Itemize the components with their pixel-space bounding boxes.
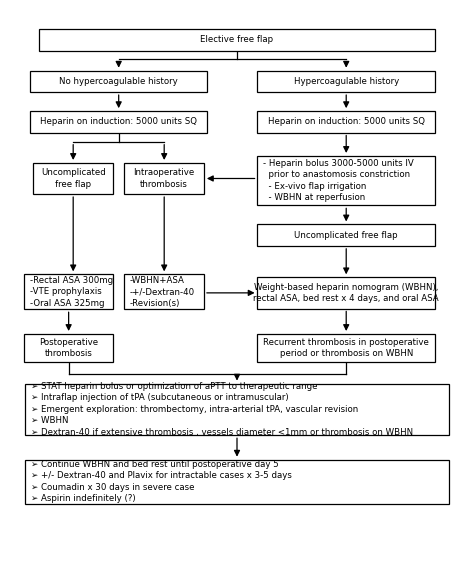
FancyBboxPatch shape [257, 224, 435, 246]
Text: Heparin on induction: 5000 units SQ: Heparin on induction: 5000 units SQ [268, 117, 425, 126]
Text: Elective free flap: Elective free flap [201, 35, 273, 44]
FancyBboxPatch shape [124, 274, 204, 309]
FancyBboxPatch shape [257, 334, 435, 362]
FancyBboxPatch shape [33, 163, 113, 194]
Text: Uncomplicated
free flap: Uncomplicated free flap [41, 168, 106, 189]
Text: ➢ Continue WBHN and bed rest until postoperative day 5
➢ +/- Dextran-40 and Plav: ➢ Continue WBHN and bed rest until posto… [31, 460, 292, 504]
Text: Postoperative
thrombosis: Postoperative thrombosis [39, 338, 98, 358]
FancyBboxPatch shape [24, 274, 113, 309]
Text: Weight-based heparin nomogram (WBHN),
rectal ASA, bed rest x 4 days, and oral AS: Weight-based heparin nomogram (WBHN), re… [254, 283, 439, 303]
FancyBboxPatch shape [30, 71, 208, 92]
FancyBboxPatch shape [257, 156, 435, 206]
FancyBboxPatch shape [257, 111, 435, 133]
Text: No hypercoagulable history: No hypercoagulable history [59, 77, 178, 86]
FancyBboxPatch shape [30, 111, 208, 133]
FancyBboxPatch shape [124, 163, 204, 194]
FancyBboxPatch shape [26, 460, 448, 504]
FancyBboxPatch shape [26, 383, 448, 436]
Text: Intraoperative
thrombosis: Intraoperative thrombosis [134, 168, 195, 189]
FancyBboxPatch shape [257, 71, 435, 92]
Text: Recurrent thrombosis in postoperative
period or thrombosis on WBHN: Recurrent thrombosis in postoperative pe… [263, 338, 429, 358]
Text: -Rectal ASA 300mg
-VTE prophylaxis
-Oral ASA 325mg: -Rectal ASA 300mg -VTE prophylaxis -Oral… [30, 276, 113, 308]
FancyBboxPatch shape [39, 29, 435, 51]
Text: ➢ STAT heparin bolus or optimization of aPTT to therapeutic range
➢ Intraflap in: ➢ STAT heparin bolus or optimization of … [31, 382, 413, 437]
Text: Heparin on induction: 5000 units SQ: Heparin on induction: 5000 units SQ [40, 117, 197, 126]
Text: - Heparin bolus 3000-5000 units IV
  prior to anastomosis constriction
  - Ex-vi: - Heparin bolus 3000-5000 units IV prior… [263, 159, 414, 202]
FancyBboxPatch shape [24, 334, 113, 362]
Text: Hypercoagulable history: Hypercoagulable history [293, 77, 399, 86]
Text: -WBHN+ASA
-+/-Dextran-40
-Revision(s): -WBHN+ASA -+/-Dextran-40 -Revision(s) [130, 276, 195, 308]
FancyBboxPatch shape [257, 277, 435, 309]
Text: Uncomplicated free flap: Uncomplicated free flap [294, 230, 398, 239]
